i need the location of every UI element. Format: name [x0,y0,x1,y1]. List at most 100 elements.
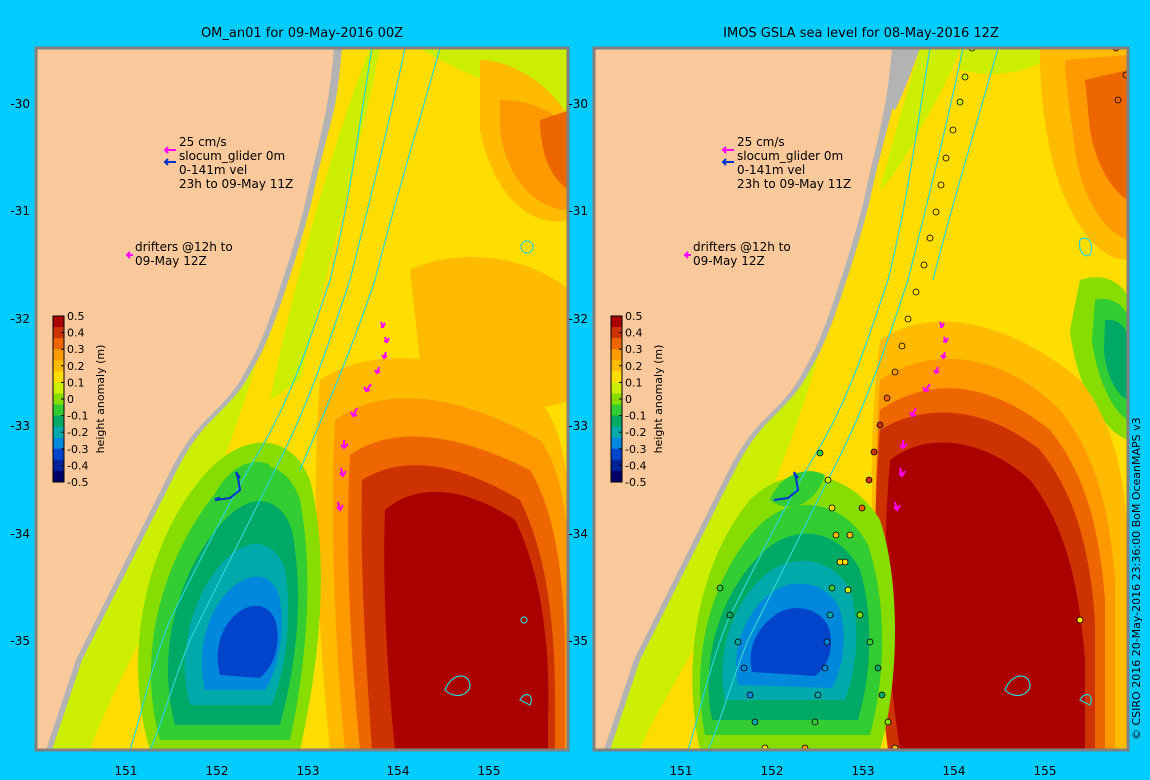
colorbar-tick-label: -0.4 [67,459,88,472]
colorbar-tick-label: 0.4 [625,327,643,340]
right-observation-points [716,48,1128,750]
colorbar-swatch [53,393,64,406]
x-tick-label: 155 [478,764,501,778]
scale-label: 25 cm/s [737,135,785,149]
colorbar-tick-label: -0.3 [67,443,88,456]
colorbar-swatch [53,448,64,461]
colorbar-tick-label: 0 [625,393,632,406]
y-tick-label: -30 [568,97,588,111]
left-x-axis: 151 152 153 154 155 [115,764,501,778]
y-tick-label: -31 [568,204,588,218]
left-panel-title: OM_an01 for 09-May-2016 00Z [200,26,404,41]
drifter-legend-arrow [683,251,691,259]
right-map [592,46,1130,752]
left-y-axis: -30 -31 -32 -33 -34 -35 [10,97,30,648]
colorbar-swatch [53,470,64,483]
drifter-legend-arrow [125,251,133,259]
colorbar-swatch [611,415,622,428]
colorbar-swatch [53,437,64,450]
drifters-label: drifters @12h to [693,240,791,254]
colorbar-label: height anomaly (m) [94,345,107,454]
y-tick-label: -33 [568,419,588,433]
left-map-border [34,46,570,752]
colorbar-tick-label: -0.2 [67,426,88,439]
colorbar-swatch [53,338,64,350]
left-glider-track [214,471,242,502]
colorbar-swatch [611,327,622,339]
x-tick-label: 153 [297,764,320,778]
x-tick-label: 154 [387,764,410,778]
colorbar-tick-label: 0.5 [625,310,643,323]
colorbar-swatch [53,426,64,439]
drifters-time: 09-May 12Z [135,254,207,268]
colorbar-swatch [53,316,64,328]
left-contours [129,48,534,750]
colorbar-tick-label: -0.1 [67,410,88,423]
time-label: 23h to 09-May 11Z [737,177,851,191]
colorbar-tick-label: 0.3 [67,343,85,356]
colorbar-swatch [611,371,622,383]
x-tick-label: 151 [670,764,693,778]
x-tick-label: 155 [1034,764,1057,778]
colorbar-swatch [611,393,622,406]
velocity-scale-arrow [721,146,734,154]
y-tick-label: -30 [10,97,30,111]
velocity-scale-arrow [163,146,176,154]
x-tick-label: 154 [943,764,966,778]
right-panel-title: IMOS GSLA sea level for 08-May-2016 12Z [723,26,999,41]
y-tick-label: -35 [10,634,30,648]
drifters-label: drifters @12h to [135,240,233,254]
y-tick-label: -35 [568,634,588,648]
scale-label: 25 cm/s [179,135,227,149]
y-tick-label: -34 [10,527,30,541]
colorbar-swatch [611,437,622,450]
colorbar-swatch [53,360,64,372]
colorbar-swatch [53,349,64,361]
colorbar-tick-label: 0.5 [67,310,85,323]
colorbar-swatch [611,382,622,394]
left-legend: 25 cm/s slocum_glider 0m 0-141m vel 23h … [125,135,293,268]
x-tick-label: 153 [852,764,875,778]
right-map-border [592,46,1130,752]
colorbar-swatch [611,360,622,372]
colorbar-swatch [611,338,622,350]
y-tick-label: -33 [10,419,30,433]
colorbar-swatch [53,404,64,417]
right-y-axis: -30 -31 -32 -33 -34 -35 [568,97,588,648]
left-colorbar: 0.5 0.4 0.3 0.2 0.1 0 -0.1 -0.2 -0.3 -0.4 -0.5 heig… [52,310,107,489]
drifters-time: 09-May 12Z [693,254,765,268]
colorbar-tick-label: -0.2 [625,426,646,439]
colorbar-swatch [611,470,622,483]
colorbar-tick-label: -0.3 [625,443,646,456]
x-tick-label: 151 [115,764,138,778]
right-colorbar: 0.5 0.4 0.3 0.2 0.1 0 -0.1 -0.2 -0.3 -0.4 -0.5 heig… [610,310,665,489]
x-tick-label: 152 [761,764,784,778]
colorbar-swatch [611,459,622,472]
colorbar-tick-label: -0.1 [625,410,646,423]
colorbar-tick-label: -0.5 [625,476,646,489]
vel-label: 0-141m vel [179,163,247,177]
right-land [594,48,920,750]
colorbar-tick-label: -0.4 [625,459,646,472]
glider-arrow [163,158,176,166]
right-drifter-arrows [893,321,949,512]
colorbar-tick-label: 0.1 [67,376,85,389]
right-contours [687,48,1092,750]
glider-arrow [721,158,734,166]
x-tick-label: 152 [206,764,229,778]
glider-label: slocum_glider 0m [737,149,843,163]
colorbar-tick-label: 0.1 [625,376,643,389]
right-glider-track [773,471,800,501]
colorbar-tick-label: 0.4 [67,327,85,340]
vel-label: 0-141m vel [737,163,805,177]
glider-label: slocum_glider 0m [179,149,285,163]
colorbar-tick-label: 0 [67,393,74,406]
left-land [36,48,342,750]
y-tick-label: -34 [568,527,588,541]
colorbar-tick-label: -0.5 [67,476,88,489]
right-legend: 25 cm/s slocum_glider 0m 0-141m vel 23h … [683,135,851,268]
colorbar-tick-label: 0.2 [67,360,85,373]
colorbar-tick-label: 0.3 [625,343,643,356]
time-label: 23h to 09-May 11Z [179,177,293,191]
